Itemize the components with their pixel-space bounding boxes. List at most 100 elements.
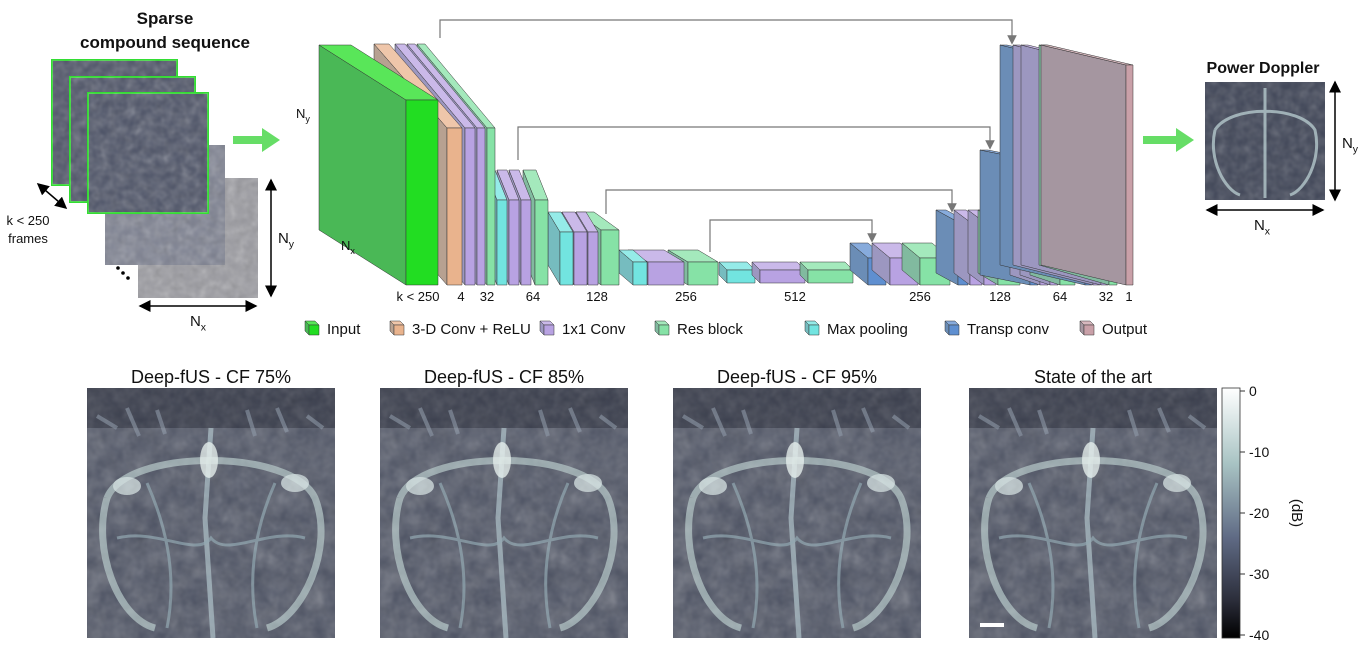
block-front [394,325,404,335]
dimension-base: N [341,238,350,253]
layer-block [752,262,805,283]
block-front [465,128,475,285]
skip-connection [440,20,1012,40]
block-front [588,232,598,285]
channel-label: k < 250 [396,289,439,304]
legend-label: 1x1 Conv [562,321,626,338]
channel-label: 32 [1099,289,1113,304]
block-front [760,270,805,283]
dimension-base: N [296,106,305,121]
legend-label: Max pooling [827,321,908,338]
results: Deep-fUS - CF 75% Deep-fUS - CF 85% Deep-f… [87,367,1269,643]
channel-label: 512 [784,289,806,304]
input-frames [38,60,271,306]
dimension-base: N [1254,217,1265,234]
legend-label: Input [327,321,361,338]
channel-label: 64 [1053,289,1067,304]
block-front [574,232,587,285]
dimension-sub: y [289,239,295,251]
colorbar [1222,388,1240,638]
block-front [521,200,531,285]
colorbar-label: (dB) [1288,499,1305,527]
ellipsis-dot [126,276,130,280]
brain-image [673,388,921,638]
channel-label: 128 [586,289,608,304]
depth-arrow [38,184,66,208]
flow-arrow [233,128,280,152]
colorbar-tick-label: -30 [1249,566,1269,582]
layer-block [805,321,819,335]
input-title: compound sequence [80,33,250,52]
layer-block [390,321,404,335]
brain-image [87,388,335,638]
page: Sparse compound sequence k < 250 frames … [0,0,1369,654]
layer-block [1041,45,1133,285]
power-doppler-image [1205,82,1325,200]
block-front [477,128,485,285]
panel-title: Deep-fUS - CF 95% [717,367,877,387]
block-front [633,262,647,285]
block-front [688,262,718,285]
dimension-base: N [278,230,289,247]
frames-label: k < 250 [6,213,49,228]
colorbar-tick-label: -10 [1249,444,1269,460]
dimension-base: N [190,313,201,330]
legend-label: Transp conv [967,321,1049,338]
block-front [509,200,519,285]
scale-bar [980,623,1004,627]
dimension-label: Ny [296,106,310,124]
ellipsis-dot [121,271,125,275]
block-front [535,200,548,285]
frames-label: frames [8,231,48,246]
block-top [752,262,805,270]
channel-label: 256 [675,289,697,304]
block-front [949,325,959,335]
channel-label: 128 [989,289,1011,304]
block-front [727,270,755,283]
block-front [601,230,619,285]
block-side [954,210,970,285]
block-front [497,200,507,285]
block-front [560,232,573,285]
dimension-sub: x [201,322,207,334]
panel-title: Deep-fUS - CF 75% [131,367,291,387]
colorbar-tick-label: 0 [1249,383,1257,399]
block-front [1126,65,1133,285]
skip-connection [710,220,872,252]
layer-block [719,262,755,283]
skip-connection [518,127,990,160]
block-side [1041,45,1126,285]
legend-label: Output [1102,321,1148,338]
layer-block [540,321,554,335]
figure: Sparse compound sequence k < 250 frames … [0,0,1369,654]
dimension-base: N [1342,135,1353,152]
ellipsis-dot [116,266,120,270]
channel-label: 64 [526,289,540,304]
block-front [544,325,554,335]
legend-label: Res block [677,321,743,338]
dimension-sub: y [1353,144,1359,156]
dimension-sub: x [350,246,355,256]
layer-block [305,321,319,335]
layer-block [800,262,853,283]
channel-label: 256 [909,289,931,304]
layer-block [1080,321,1094,335]
block-front [1084,325,1094,335]
panel-title: State of the art [1034,367,1152,387]
dimension-sub: x [1265,226,1271,238]
layer-block [655,321,669,335]
flow-arrow [1143,128,1194,152]
brain-image [969,388,1217,638]
block-front [808,270,853,283]
block-front [809,325,819,335]
network-blocks [319,44,1133,285]
panel-title: Deep-fUS - CF 85% [424,367,584,387]
block-front [447,128,462,285]
block-front [309,325,319,335]
block-front [487,128,495,285]
layer-block [945,321,959,335]
dimension-label: Nx [1254,217,1271,238]
colorbar-tick-label: -40 [1249,627,1269,643]
dimension-label: Ny [1342,135,1359,156]
colorbar-tick-label: -20 [1249,505,1269,521]
